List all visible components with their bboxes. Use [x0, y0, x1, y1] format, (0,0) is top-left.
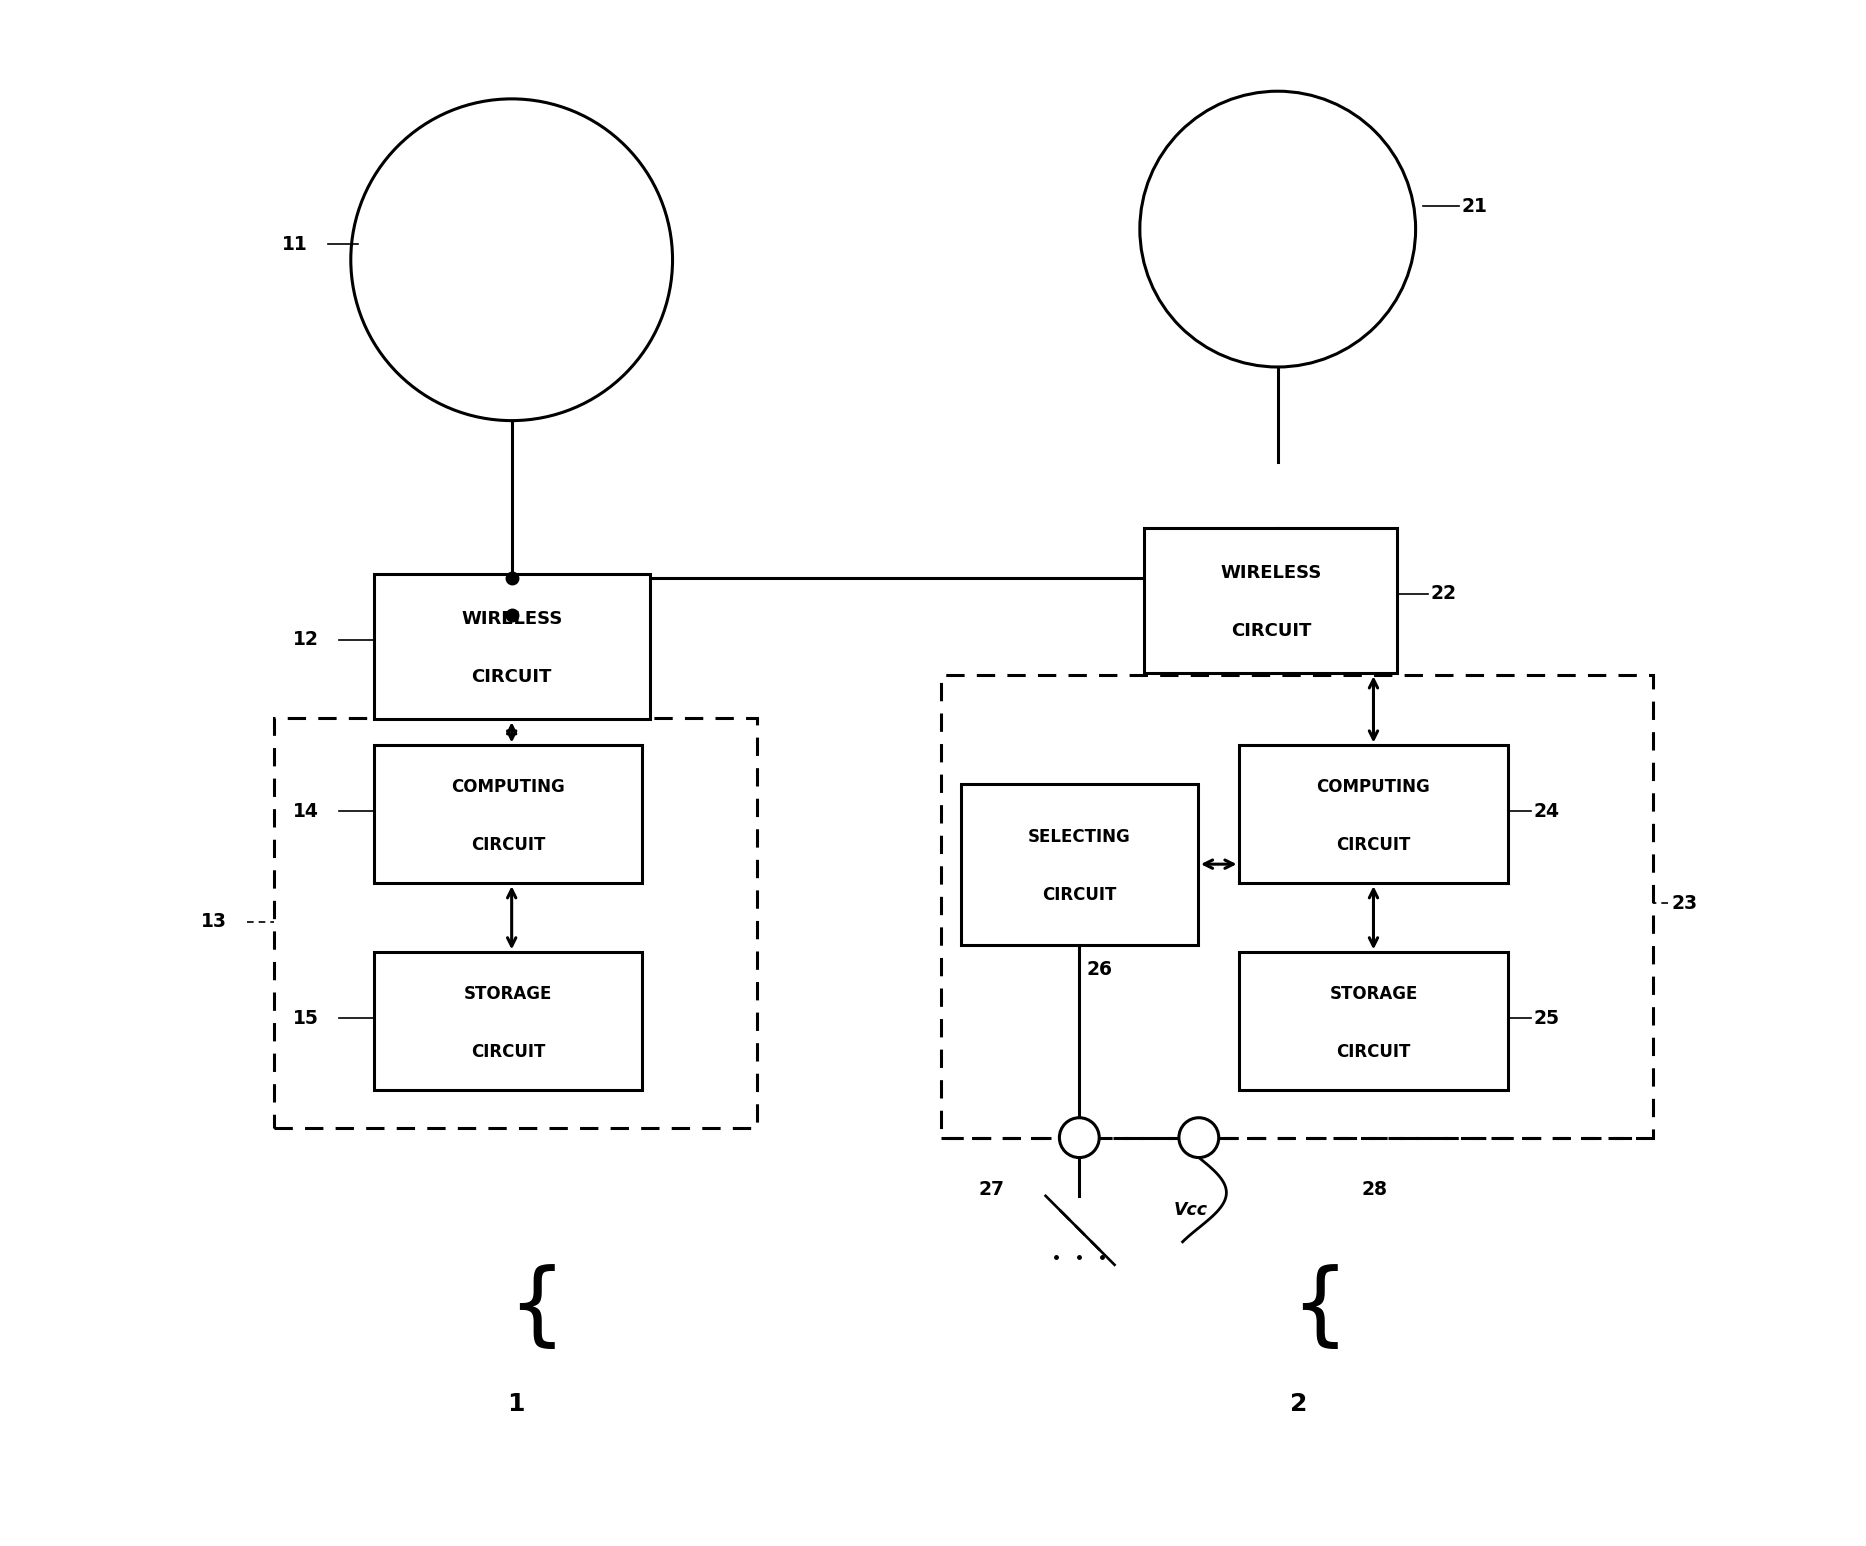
Text: CIRCUIT: CIRCUIT [472, 668, 552, 686]
Text: STORAGE: STORAGE [463, 985, 552, 1003]
Text: Vcc: Vcc [1174, 1201, 1207, 1218]
Text: 22: 22 [1431, 584, 1457, 603]
Bar [373, 574, 649, 719]
Text: 12: 12 [293, 631, 319, 649]
Text: 21: 21 [1461, 196, 1487, 215]
Bar [1144, 527, 1398, 674]
Bar [940, 676, 1653, 1138]
Text: STORAGE: STORAGE [1329, 985, 1418, 1003]
Text: }: } [1269, 1260, 1327, 1348]
Text: }: } [487, 1260, 545, 1348]
Bar [373, 745, 642, 883]
Text: 27: 27 [980, 1180, 1006, 1200]
Text: WIRELESS: WIRELESS [461, 611, 562, 628]
Text: 25: 25 [1534, 1008, 1560, 1028]
Text: 11: 11 [282, 235, 308, 254]
Text: CIRCUIT: CIRCUIT [470, 1044, 545, 1061]
Text: CIRCUIT: CIRCUIT [1232, 623, 1312, 640]
Text: 26: 26 [1086, 960, 1112, 979]
Text: COMPUTING: COMPUTING [452, 778, 565, 796]
Text: 23: 23 [1672, 894, 1698, 912]
Text: CIRCUIT: CIRCUIT [1041, 886, 1116, 904]
Text: 1: 1 [508, 1393, 524, 1416]
Text: CIRCUIT: CIRCUIT [1336, 1044, 1411, 1061]
Bar [1239, 952, 1508, 1090]
Text: SELECTING: SELECTING [1028, 827, 1131, 846]
Bar [961, 784, 1198, 945]
Text: COMPUTING: COMPUTING [1317, 778, 1431, 796]
Bar [373, 952, 642, 1090]
Text: 24: 24 [1534, 802, 1560, 821]
Text: 13: 13 [202, 912, 226, 931]
Text: CIRCUIT: CIRCUIT [470, 836, 545, 853]
Text: 28: 28 [1362, 1180, 1388, 1200]
Text: CIRCUIT: CIRCUIT [1336, 836, 1411, 853]
Circle shape [1179, 1118, 1218, 1158]
Text: 2: 2 [1289, 1393, 1306, 1416]
Text: 14: 14 [293, 802, 319, 821]
Circle shape [1060, 1118, 1099, 1158]
Bar [274, 717, 758, 1129]
Text: WIRELESS: WIRELESS [1220, 564, 1321, 581]
Text: 15: 15 [293, 1008, 319, 1028]
Bar [1239, 745, 1508, 883]
